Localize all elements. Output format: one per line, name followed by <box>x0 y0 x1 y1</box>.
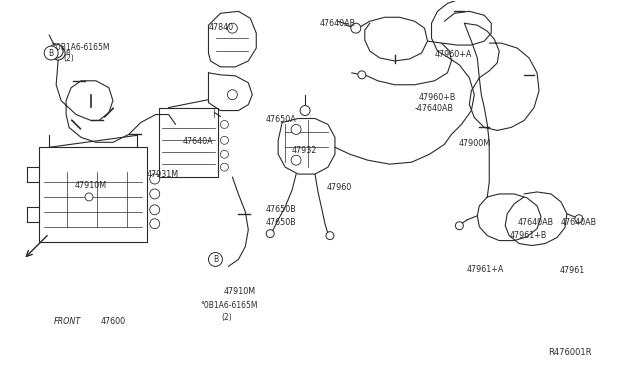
Circle shape <box>300 106 310 116</box>
Text: °0B1A6-6165M: °0B1A6-6165M <box>200 301 258 311</box>
Text: 47910M: 47910M <box>75 182 107 190</box>
Text: B: B <box>49 48 54 58</box>
Text: 47640A: 47640A <box>183 137 214 146</box>
Text: B: B <box>213 255 218 264</box>
Bar <box>39 147 147 241</box>
Text: R476001R: R476001R <box>548 349 591 357</box>
Circle shape <box>150 174 160 184</box>
Circle shape <box>85 193 93 201</box>
Circle shape <box>51 46 65 60</box>
Circle shape <box>44 46 58 60</box>
Text: 47961: 47961 <box>559 266 585 275</box>
Circle shape <box>150 189 160 199</box>
Circle shape <box>209 253 223 266</box>
Circle shape <box>291 125 301 134</box>
Circle shape <box>220 163 228 171</box>
Circle shape <box>227 90 237 100</box>
Text: 47640AB: 47640AB <box>561 218 597 227</box>
Text: 47960+A: 47960+A <box>435 51 472 60</box>
Circle shape <box>266 230 274 238</box>
Text: 47961+B: 47961+B <box>510 231 547 240</box>
Text: B: B <box>65 50 70 56</box>
Circle shape <box>220 150 228 158</box>
Circle shape <box>291 155 301 165</box>
Circle shape <box>326 232 334 240</box>
Circle shape <box>575 215 583 223</box>
Text: 47900M: 47900M <box>459 139 491 148</box>
Circle shape <box>150 205 160 215</box>
Circle shape <box>227 23 237 33</box>
Circle shape <box>49 44 63 58</box>
Circle shape <box>358 71 366 79</box>
Text: 47961+A: 47961+A <box>467 264 504 273</box>
Text: 47910M: 47910M <box>223 287 255 296</box>
Text: 47640AB: 47640AB <box>320 19 356 28</box>
Circle shape <box>220 121 228 128</box>
Circle shape <box>351 23 361 33</box>
Circle shape <box>456 222 463 230</box>
Text: 47600: 47600 <box>100 317 125 326</box>
Bar <box>159 108 218 177</box>
Text: (2): (2) <box>64 54 75 63</box>
Circle shape <box>150 219 160 229</box>
Text: 47840: 47840 <box>209 23 234 32</box>
Text: 47650B: 47650B <box>266 205 296 215</box>
Text: -47640AB: -47640AB <box>414 104 453 113</box>
Text: FRONT: FRONT <box>54 317 81 326</box>
Text: 47650B: 47650B <box>266 218 296 227</box>
Text: 47932: 47932 <box>291 147 317 155</box>
Text: (2): (2) <box>221 312 232 321</box>
Text: 47640AB: 47640AB <box>518 218 554 227</box>
Text: 47650A: 47650A <box>266 115 296 124</box>
Text: 47960: 47960 <box>326 183 351 192</box>
Text: 47931M: 47931M <box>147 170 179 179</box>
Text: 47960+B: 47960+B <box>419 93 456 102</box>
Text: °0B1A6-6165M: °0B1A6-6165M <box>52 43 110 52</box>
Circle shape <box>220 137 228 144</box>
